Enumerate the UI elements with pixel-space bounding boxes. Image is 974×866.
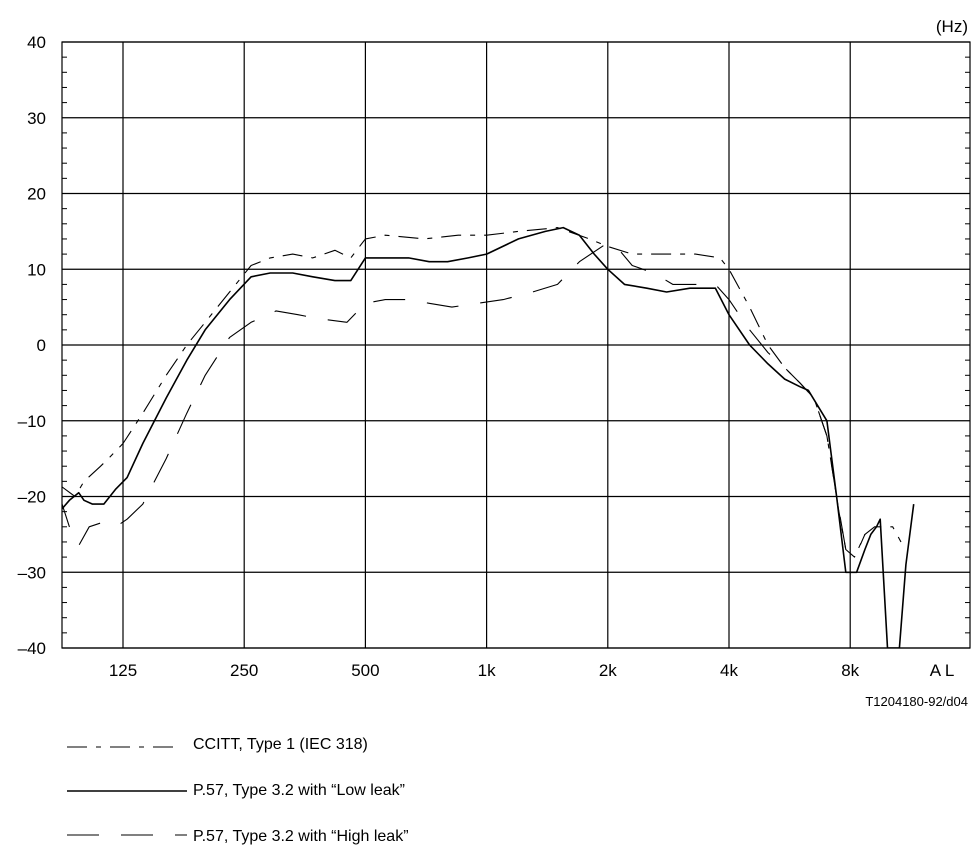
data-series [62,226,915,648]
legend-item-ccitt: CCITT, Type 1 (IEC 318) [65,728,665,774]
x-tick-label: 125 [109,661,137,680]
grid [62,41,970,649]
y-tick-label: –10 [18,412,46,431]
series-line-1 [62,227,902,558]
x-extra-label: A L [930,661,955,680]
legend-label: P.57, Type 3.2 with “Low leak” [193,782,405,799]
x-axis-tick-labels: 125 250 500 1k 2k 4k 8k [109,661,860,680]
x-tick-label: 1k [478,661,496,680]
y-tick-label: 20 [27,185,46,204]
legend-label: CCITT, Type 1 (IEC 318) [193,736,368,753]
legend: CCITT, Type 1 (IEC 318) P.57, Type 3.2 w… [65,728,665,866]
y-tick-label: 10 [27,260,46,279]
x-unit-label: (Hz) [936,17,968,36]
legend-label: P.57, Type 3.2 with “High leak” [193,828,409,845]
y-tick-label: 30 [27,109,46,128]
series-line-2 [62,226,915,648]
legend-item-high-leak: P.57, Type 3.2 with “High leak” [65,820,665,866]
legend-swatch-dash-dot [67,746,181,748]
y-axis-tick-labels: –40 –30 –20 –10 0 10 20 30 40 [18,33,46,658]
frequency-response-chart: (Hz) –40 –30 –20 –10 0 10 20 30 40 125 250 500 1k 2k… [18,17,971,709]
x-tick-label: 8k [841,661,859,680]
legend-swatch-solid [67,790,187,792]
x-tick-label: 4k [720,661,738,680]
legend-item-low-leak: P.57, Type 3.2 with “Low leak” [65,774,665,820]
x-tick-label: 250 [230,661,258,680]
y-tick-label: –20 [18,488,46,507]
y-tick-label: –30 [18,563,46,582]
plot-frame [61,41,971,649]
legend-swatch-long-dash [67,834,187,836]
x-tick-label: 2k [599,661,617,680]
series-line-3 [62,242,866,554]
figure-id: T1204180-92/d04 [865,694,968,709]
y-tick-label: –40 [18,639,46,658]
y-minor-ticks [62,56,970,634]
x-tick-label: 500 [351,661,379,680]
y-tick-label: 0 [37,336,46,355]
y-tick-label: 40 [27,33,46,52]
